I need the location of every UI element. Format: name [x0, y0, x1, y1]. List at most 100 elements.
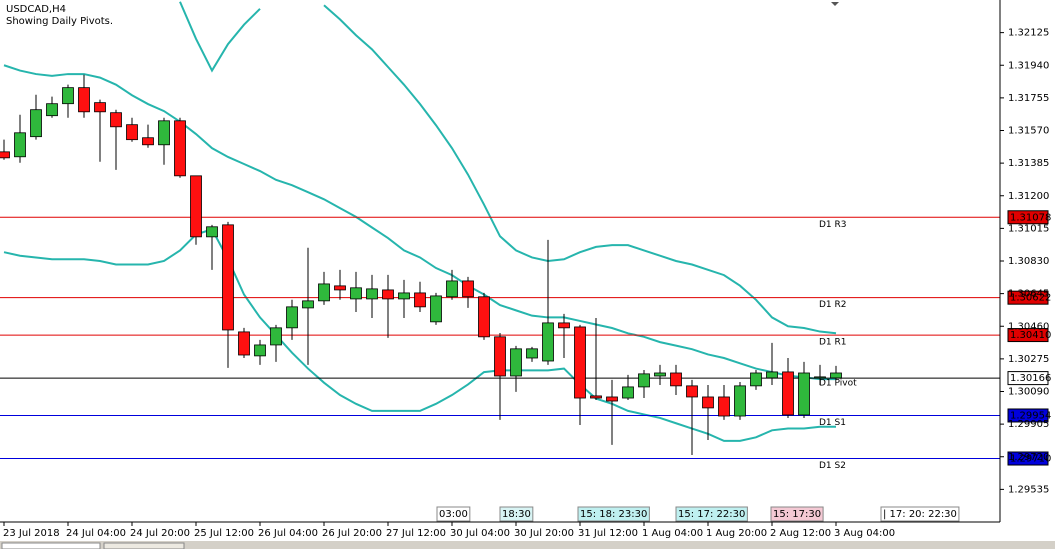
- pivot-value-box: [1007, 290, 1049, 305]
- candle-body: [638, 373, 650, 388]
- time-marker-box: [880, 506, 960, 522]
- candle-body: [158, 120, 170, 146]
- x-tick-label: 31 Jul 12:00: [578, 528, 638, 539]
- candle-body: [254, 344, 266, 357]
- candle-body: [494, 336, 506, 377]
- candle-body: [686, 385, 698, 398]
- candle-body: [702, 396, 714, 409]
- candle-body: [606, 396, 618, 402]
- time-marker-box: [577, 506, 650, 522]
- y-tick-label: 1.30830: [1008, 256, 1049, 267]
- candle-body: [46, 103, 58, 117]
- bands-layer: [3, 1, 837, 442]
- pivot-value-box: [1007, 328, 1049, 343]
- pivot-value-label: 1.30166: [1010, 373, 1051, 384]
- time-marker-label: 15: 17:30: [773, 509, 821, 520]
- candle-body: [446, 280, 458, 298]
- y-tick-label: 1.31200: [1008, 191, 1049, 202]
- candle-body: [382, 289, 394, 300]
- candle-body: [350, 287, 362, 300]
- y-tick-label: 1.31755: [1008, 93, 1049, 104]
- candle-body: [398, 292, 410, 300]
- time-marker-label: 18:30: [502, 509, 531, 520]
- candle-body: [238, 331, 250, 356]
- candle-body: [526, 348, 538, 359]
- pivot-value-label: 1.31078: [1010, 212, 1051, 223]
- y-tick-label: 1.31570: [1008, 126, 1049, 137]
- chart-subtitle: Showing Daily Pivots.: [6, 16, 113, 27]
- candle-body: [190, 175, 202, 238]
- x-tick-label: 25 Jul 12:00: [194, 528, 254, 539]
- pivot-label: D1 S2: [819, 461, 846, 471]
- candle-body: [414, 292, 426, 308]
- time-marker-label: 15: 18: 23:30: [580, 509, 647, 520]
- pivot-label: D1 S1: [819, 418, 846, 428]
- y-tick-label: 1.30460: [1008, 321, 1049, 332]
- pivot-value-label: 1.30410: [1010, 330, 1051, 341]
- x-tick-label: 3 Aug 04:00: [834, 528, 895, 539]
- time-marker-box: [499, 506, 534, 522]
- x-tick-label: 24 Jul 04:00: [66, 528, 126, 539]
- time-marker-label: 15: 17: 22:30: [678, 509, 745, 520]
- candle-body: [782, 371, 794, 416]
- x-tick-label: 30 Jul 04:00: [450, 528, 510, 539]
- axes-layer: 1.32125 1.31940 1.31755 1.31570 1.31385 1.312…: [3, 28, 1049, 539]
- pivot-value-label: 1.29954: [1010, 410, 1051, 421]
- tab-strip: [0, 541, 1055, 549]
- candles-layer: [0, 74, 842, 455]
- candle-body: [142, 137, 154, 146]
- y-tick-label: 1.32125: [1008, 28, 1049, 39]
- x-tick-label: 26 Jul 04:00: [258, 528, 318, 539]
- x-tick-label: 26 Jul 20:00: [322, 528, 382, 539]
- band-line: [3, 228, 836, 442]
- candle-body: [206, 226, 218, 238]
- candle-body: [126, 124, 138, 141]
- pivot-value-box: [1007, 210, 1049, 225]
- candle-body: [766, 371, 778, 379]
- candle-body: [734, 385, 746, 417]
- x-tick-label: 23 Jul 2018: [3, 528, 60, 539]
- candle-body: [270, 327, 282, 346]
- x-tick-label: 30 Jul 20:00: [514, 528, 574, 539]
- y-tick-label: 1.31015: [1008, 223, 1049, 234]
- chart-shift-marker: [831, 2, 839, 6]
- candle-body: [478, 296, 490, 338]
- pivot-value-box: [1007, 408, 1049, 423]
- time-marker-label: | 17: 20: 22:30: [883, 509, 957, 520]
- pivot-value-box: [1007, 371, 1049, 386]
- y-tick-label: 1.29720: [1008, 452, 1049, 463]
- time-marker-label: 03:00: [439, 509, 468, 520]
- candle-body: [94, 102, 106, 113]
- y-tick-label: 1.30090: [1008, 387, 1049, 398]
- candle-body: [0, 151, 10, 159]
- candle-body: [302, 300, 314, 309]
- candle-body: [574, 326, 586, 399]
- time-marker-box: [436, 506, 471, 522]
- y-tick-label: 1.30275: [1008, 354, 1049, 365]
- pivot-value-label: 1.29710: [1010, 454, 1051, 465]
- y-tick-label: 1.29535: [1008, 484, 1049, 495]
- candle-body: [14, 132, 26, 158]
- candle-body: [286, 306, 298, 329]
- candle-body: [510, 348, 522, 377]
- candle-body: [366, 288, 378, 300]
- candle-body: [62, 87, 74, 105]
- candle-body: [814, 376, 826, 379]
- candle-body: [718, 396, 730, 417]
- pivot-label: D1 Pivot: [819, 379, 857, 389]
- candle-body: [542, 322, 554, 362]
- band-line: [3, 64, 836, 381]
- pivot-label: D1 R2: [819, 300, 847, 310]
- tab[interactable]: [1, 542, 101, 549]
- pivot-value-box: [1007, 451, 1049, 466]
- candle-body: [798, 372, 810, 416]
- x-tick-label: 27 Jul 12:00: [386, 528, 446, 539]
- candle-body: [654, 372, 666, 377]
- candle-body: [334, 285, 346, 291]
- candle-body: [318, 283, 330, 302]
- candle-body: [830, 372, 842, 379]
- x-tick-label: 1 Aug 04:00: [642, 528, 703, 539]
- tab[interactable]: [103, 542, 185, 549]
